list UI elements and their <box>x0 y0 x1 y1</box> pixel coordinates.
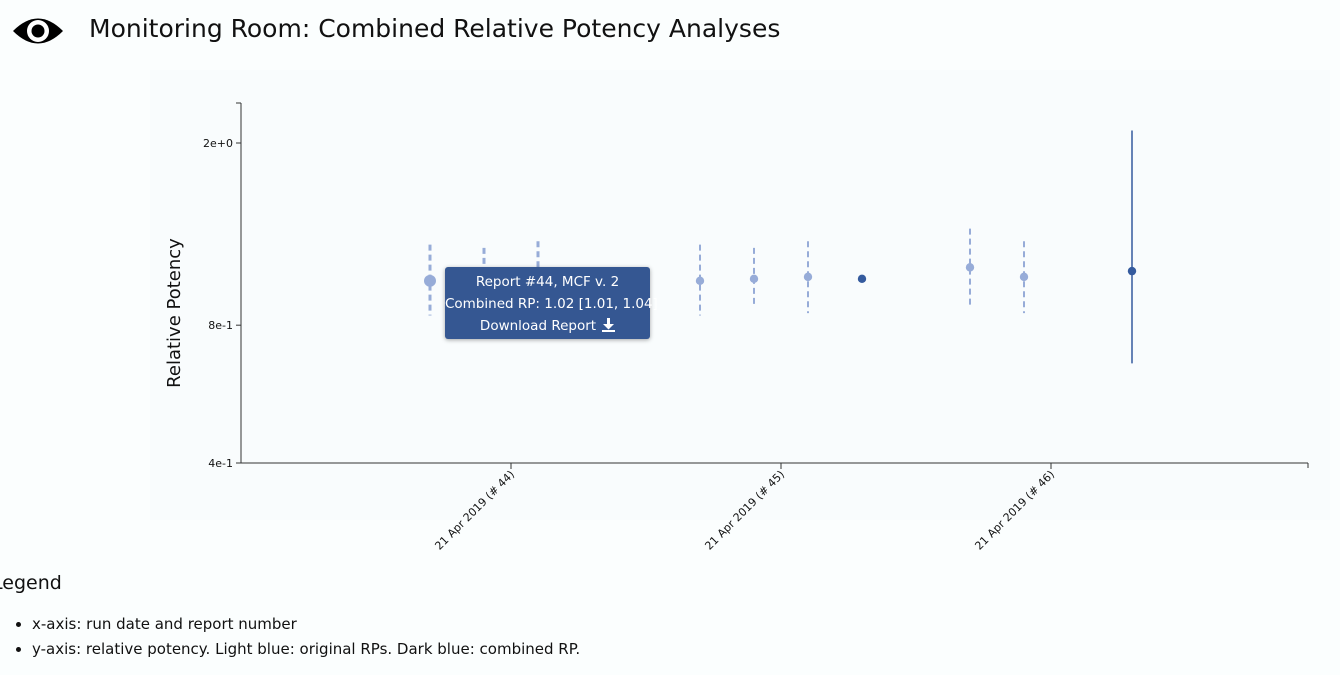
eye-icon <box>13 18 63 44</box>
tooltip-rp-line: Combined RP: 1.02 [1.01, 1.04] <box>445 296 658 312</box>
legend-title: Legend <box>0 572 62 594</box>
original-rp-point[interactable] <box>803 272 813 282</box>
y-tick-label: 8e-1 <box>208 319 233 332</box>
legend-item-x-axis: x-axis: run date and report number <box>32 612 992 637</box>
relative-potency-chart: 2e+08e-14e-121 Apr 2019 (# 44) 21 Apr 201… <box>150 70 1330 553</box>
page-header: Monitoring Room: Combined Relative Poten… <box>0 0 1340 62</box>
legend-list: x-axis: run date and report number y-axi… <box>0 612 992 662</box>
download-report-link[interactable]: Download Report <box>479 318 616 334</box>
original-rp-point[interactable] <box>749 274 759 284</box>
combined-rp-point[interactable] <box>1127 266 1137 276</box>
tooltip-report-line: Report #44, MCF v. 2 <box>475 274 620 290</box>
legend-item-y-axis: y-axis: relative potency. Light blue: or… <box>32 637 992 662</box>
page-title: Monitoring Room: Combined Relative Poten… <box>89 14 781 43</box>
plot-background <box>150 70 1330 520</box>
point-tooltip: Report #44, MCF v. 2 Combined RP: 1.02 [… <box>445 267 658 339</box>
y-tick-label: 4e-1 <box>208 457 233 470</box>
original-rp-point[interactable] <box>424 274 436 287</box>
download-report-label: Download Report <box>479 318 597 334</box>
legend-section: Legend x-axis: run date and report numbe… <box>0 572 992 662</box>
download-icon <box>602 318 616 332</box>
y-tick-label: 2e+0 <box>203 137 233 150</box>
original-rp-point[interactable] <box>965 263 975 272</box>
original-rp-point[interactable] <box>1019 272 1029 282</box>
original-rp-point[interactable] <box>695 276 705 286</box>
combined-rp-point[interactable] <box>857 274 867 284</box>
y-axis-label: Relative Potency <box>164 238 185 388</box>
